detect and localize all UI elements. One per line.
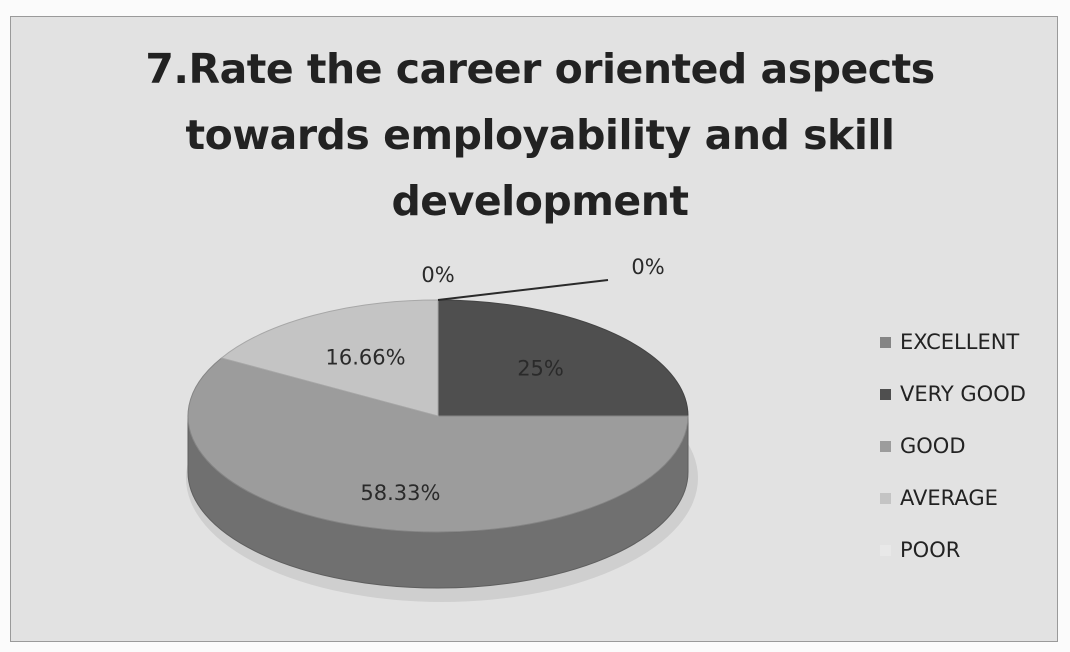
legend-swatch-excellent <box>880 336 891 348</box>
legend-label-excellent: EXCELLENT <box>900 330 1020 354</box>
legend-label-poor: POOR <box>900 538 961 562</box>
chart-title-line-1: 7.Rate the career oriented aspects <box>145 45 935 93</box>
pie-slice-average <box>220 299 439 417</box>
legend-item-excellent: EXCELLENT <box>880 316 1055 368</box>
chart-title: 7.Rate the career oriented aspects towar… <box>110 36 970 234</box>
data-label-good: 58.33% <box>360 481 440 505</box>
legend-swatch-average <box>880 492 891 504</box>
legend-swatch-poor <box>880 544 891 556</box>
pie-slice-very-good <box>437 299 689 417</box>
data-label-poor: 0% <box>631 255 664 279</box>
chart-title-line-3: development <box>391 177 689 225</box>
legend-item-good: GOOD <box>880 420 1055 472</box>
legend-swatch-good <box>880 440 891 452</box>
data-label-excellent: 0% <box>421 263 454 287</box>
legend-label-very-good: VERY GOOD <box>900 382 1026 406</box>
leader-line-poor <box>437 279 609 301</box>
legend-swatch-very-good <box>880 388 891 400</box>
legend-label-good: GOOD <box>900 434 966 458</box>
legend-item-average: AVERAGE <box>880 472 1055 524</box>
legend-label-average: AVERAGE <box>900 486 998 510</box>
legend: EXCELLENT VERY GOOD GOOD AVERAGE POOR <box>880 316 1055 576</box>
data-label-average: 16.66% <box>325 346 405 370</box>
data-label-very-good: 25% <box>517 356 564 380</box>
chart-title-line-2: towards employability and skill <box>185 111 895 159</box>
legend-item-poor: POOR <box>880 524 1055 576</box>
pie-slice-good <box>187 357 689 533</box>
legend-item-very-good: VERY GOOD <box>880 368 1055 420</box>
